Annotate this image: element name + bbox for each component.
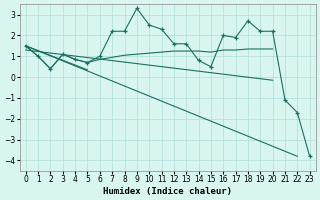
X-axis label: Humidex (Indice chaleur): Humidex (Indice chaleur) <box>103 187 232 196</box>
